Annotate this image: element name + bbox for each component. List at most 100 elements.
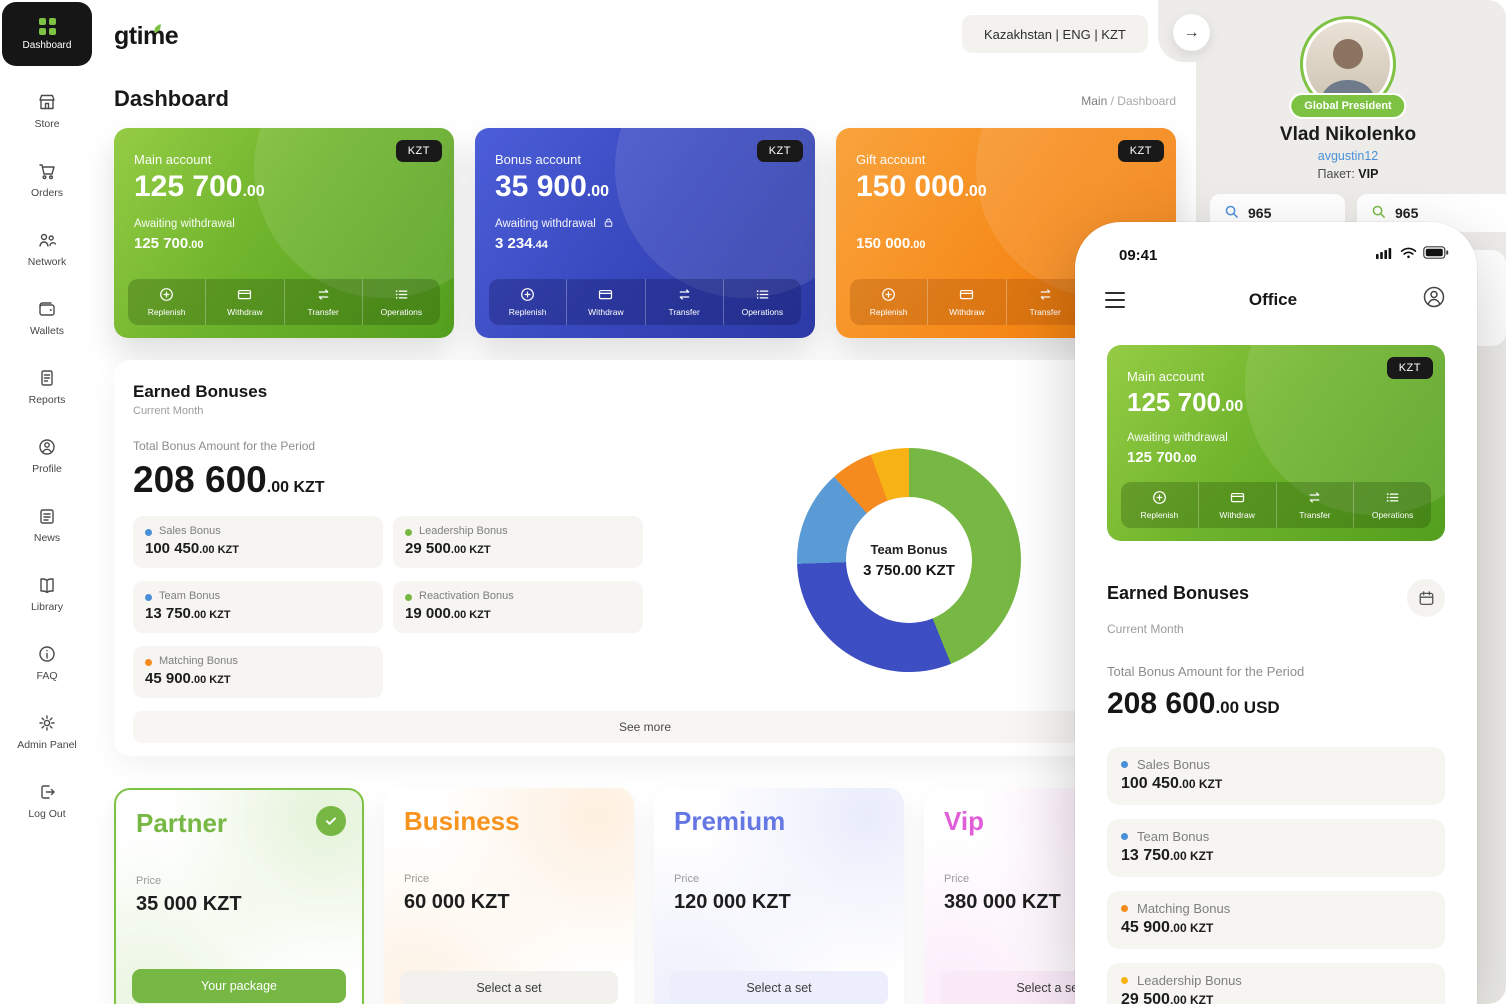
currency-badge: KZT [1386,357,1433,379]
operations-button[interactable]: Operations [1354,482,1431,528]
withdraw-button[interactable]: Withdraw [1198,482,1277,528]
signal-icon [1376,246,1394,264]
replenish-button[interactable]: Replenish [128,279,207,325]
package-name: Partner [136,808,228,838]
transfer-button[interactable]: Transfer [1276,482,1355,528]
sidebar-item-admin-panel[interactable]: Admin Panel [0,697,94,766]
battery-icon [1423,246,1449,264]
operations-button[interactable]: Operations [723,279,801,325]
plus-circle-icon [520,287,535,304]
price-label: Price [136,875,162,887]
awaiting-withdrawal-amount: 125 700.00 [134,235,204,252]
book-icon [37,575,57,595]
phone-earned-bonuses-section: Earned Bonuses Current Month Total Bonus… [1107,579,1445,721]
select-set-button[interactable]: Select a set [670,971,888,1004]
breadcrumb-current: Dashboard [1117,94,1176,108]
phone-page-title: Office [1248,289,1298,309]
account-actions: Replenish Withdraw Transfer Operations [1121,482,1431,528]
sidebar-item-faq[interactable]: FAQ [0,628,94,697]
section-subtitle: Current Month [1107,622,1184,636]
sidebar-item-library[interactable]: Library [0,559,94,628]
lock-icon [603,217,614,231]
sidebar-item-orders[interactable]: Orders [0,145,94,214]
bonus-item-leadership: Leadership Bonus 29 500.00 KZT [393,516,643,568]
replenish-button[interactable]: Replenish [489,279,568,325]
list-icon [755,287,770,304]
price-value: 60 000 KZT [404,891,510,913]
price-label: Price [404,873,430,885]
sidebar-item-log-out[interactable]: Log Out [0,766,94,835]
package-card-premium: Premium Price 120 000 KZT Select a set [654,788,904,1004]
sidebar-item-network[interactable]: Network [0,214,94,283]
package-card-business: Business Price 60 000 KZT Select a set [384,788,634,1004]
collapse-arrow-button[interactable]: → [1173,14,1210,51]
sidebar-item-dashboard[interactable]: Dashboard [2,2,92,66]
sidebar-item-store[interactable]: Store [0,76,94,145]
user-name: Vlad Nikolenko [1279,124,1417,145]
breadcrumb-root[interactable]: Main [1081,94,1108,108]
search-icon [1224,204,1239,222]
transfer-button[interactable]: Transfer [1006,279,1085,325]
store-icon [37,92,57,112]
account-balance: 35 900.00 [495,170,610,203]
withdraw-button[interactable]: Withdraw [928,279,1007,325]
wallet-icon [37,299,57,319]
plus-circle-icon [1152,490,1167,507]
account-name: Main account [134,152,212,167]
section-subtitle: Current Month [133,405,204,417]
sidebar-item-news[interactable]: News [0,490,94,559]
package-name: Premium [674,806,786,836]
bonus-account-card: KZT Bonus account 35 900.00 Awaiting wit… [475,128,815,338]
account-balance: 150 000.00 [856,170,987,203]
wifi-icon [1400,246,1417,264]
currency-badge: KZT [756,140,803,162]
account-name: Main account [1127,369,1205,384]
your-package-button[interactable]: Your package [132,969,346,1003]
sidebar-item-wallets[interactable]: Wallets [0,283,94,352]
select-set-button[interactable]: Select a set [400,971,618,1004]
operations-button[interactable]: Operations [362,279,440,325]
phone-main-account-card: KZT Main account 125 700.00 Awaiting wit… [1107,345,1445,541]
sidebar-item-profile[interactable]: Profile [0,421,94,490]
price-label: Price [674,873,700,885]
account-cards-row: KZT Main account 125 700.00 Awaiting wit… [114,128,1176,338]
phone-nav-bar: Office [1105,284,1447,315]
bonus-dot [1121,905,1128,912]
locale-selector[interactable]: Kazakhstan | ENG | KZT [962,15,1148,53]
sidebar-item-reports[interactable]: Reports [0,352,94,421]
packages-row: Partner Price 35 000 KZT Your package Bu… [114,788,1176,1004]
card-icon [598,287,613,304]
price-value: 380 000 KZT [944,891,1061,913]
withdraw-button[interactable]: Withdraw [567,279,646,325]
see-more-button[interactable]: See more [133,711,1157,743]
bonus-list: Sales Bonus 100 450.00 KZT Leadership Bo… [133,516,643,698]
bonus-item-sales: Sales Bonus 100 450.00 KZT [1107,747,1445,805]
section-title: Earned Bonuses [1107,583,1250,603]
price-value: 120 000 KZT [674,891,791,913]
replenish-button[interactable]: Replenish [850,279,929,325]
app-logo: gtime [114,22,179,51]
username-link[interactable]: avgustin12 [1317,149,1379,163]
leaf-icon [147,13,170,45]
replenish-button[interactable]: Replenish [1121,482,1199,528]
plus-circle-icon [159,287,174,304]
awaiting-withdrawal-label: Awaiting withdrawal [495,217,795,231]
total-bonus-amount: 208 600.00 USD [1107,687,1280,720]
withdraw-button[interactable]: Withdraw [206,279,285,325]
transfer-button[interactable]: Transfer [284,279,363,325]
account-icon[interactable] [1421,284,1447,315]
transfer-arrows-icon [1307,490,1322,507]
account-name: Bonus account [495,152,582,167]
bonus-item-matching: Matching Bonus 45 900.00 KZT [133,646,383,698]
main-account-card: KZT Main account 125 700.00 Awaiting wit… [114,128,454,338]
currency-badge: KZT [395,140,442,162]
calendar-button[interactable] [1407,579,1445,617]
bonus-dot [1121,977,1128,984]
menu-icon[interactable] [1105,291,1125,308]
bonus-item-reactivation: Reactivation Bonus 19 000.00 KZT [393,581,643,633]
transfer-button[interactable]: Transfer [645,279,724,325]
card-icon [237,287,252,304]
clock: 09:41 [1119,246,1158,264]
page-title: Dashboard [114,86,229,111]
account-actions: Replenish Withdraw Transfer Operations [489,279,801,325]
